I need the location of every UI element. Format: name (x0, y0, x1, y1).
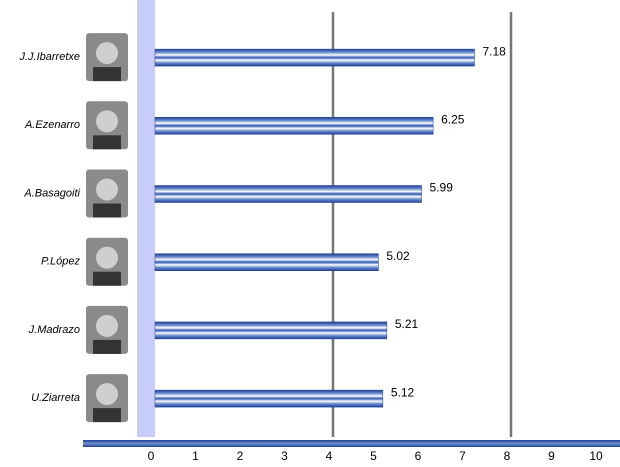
value-label: 7.18 (483, 44, 507, 58)
value-label: 5.99 (430, 181, 454, 195)
portrait-face (96, 246, 118, 269)
x-tick-label: 5 (370, 449, 377, 463)
portrait-face (96, 110, 118, 133)
bar (154, 117, 434, 135)
portrait-body (93, 203, 121, 218)
bar (154, 321, 388, 340)
portrait-face (96, 314, 118, 337)
portrait-face (96, 42, 118, 65)
category-label: J.Madrazo (28, 324, 80, 336)
bar (154, 253, 379, 271)
bar (154, 48, 475, 67)
x-tick-label: 8 (504, 449, 511, 463)
x-tick-label: 10 (589, 449, 603, 463)
portrait-body (93, 408, 121, 423)
axis-band (137, 0, 155, 437)
x-tick-label: 4 (326, 449, 333, 463)
value-label: 5.12 (391, 385, 415, 399)
bar (154, 389, 384, 408)
category-label: P.López (41, 256, 80, 268)
portrait-body (93, 135, 121, 150)
category-label: A.Ezenarro (24, 119, 80, 131)
x-tick-label: 6 (415, 449, 422, 463)
category-label: A.Basagoiti (23, 187, 80, 199)
x-tick-label: 7 (459, 449, 466, 463)
x-tick-label: 9 (548, 449, 555, 463)
category-label: U.Ziarreta (31, 392, 80, 404)
bar (154, 185, 422, 203)
value-label: 5.21 (395, 317, 419, 331)
portrait-body (93, 271, 121, 286)
category-label: J.J.Ibarretxe (18, 51, 80, 63)
x-tick-label: 2 (237, 449, 244, 463)
portrait-face (96, 383, 118, 406)
x-tick-label: 1 (192, 449, 199, 463)
portrait-body (93, 339, 121, 354)
value-label: 6.25 (441, 112, 465, 126)
portrait-face (96, 178, 118, 201)
x-axis-bar (83, 440, 620, 447)
portrait-body (93, 67, 121, 82)
x-tick-label: 0 (148, 449, 155, 463)
value-label: 5.02 (386, 249, 410, 263)
x-tick-label: 3 (281, 449, 288, 463)
